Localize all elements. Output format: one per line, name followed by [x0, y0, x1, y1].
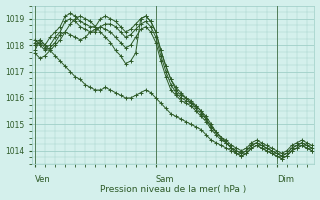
Text: Dim: Dim [277, 175, 294, 184]
X-axis label: Pression niveau de la mer( hPa ): Pression niveau de la mer( hPa ) [100, 185, 247, 194]
Text: Sam: Sam [156, 175, 174, 184]
Text: Ven: Ven [35, 175, 51, 184]
